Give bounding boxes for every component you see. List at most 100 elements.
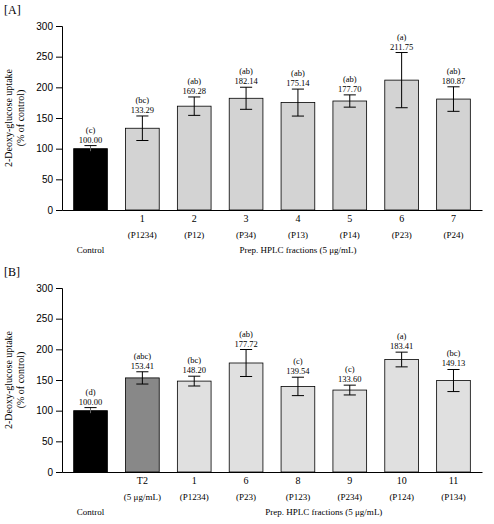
error-stem <box>90 408 91 414</box>
error-bar <box>136 372 148 384</box>
error-cap <box>447 86 459 87</box>
error-cap <box>292 89 304 90</box>
significance-label: (c) <box>345 364 355 374</box>
bar <box>177 381 211 472</box>
sublabel: (5 μg/mL) <box>124 492 161 502</box>
data-label: 177.70 <box>338 84 361 94</box>
tick-label: 8 <box>295 475 300 486</box>
sublabel: (P23) <box>392 230 412 240</box>
tick: 6 <box>244 472 249 486</box>
tick-label: T2 <box>137 475 148 486</box>
group-label: Prep. HPLC fractions (5 μg/mL) <box>265 507 382 517</box>
bar <box>74 149 108 210</box>
tick: 300 <box>36 21 62 32</box>
bar <box>126 128 160 210</box>
error-cap <box>240 376 252 377</box>
axis-line <box>56 27 63 211</box>
significance-label: (ab) <box>291 68 305 78</box>
group-label: Prep. HPLC fractions (5 μg/mL) <box>239 245 356 255</box>
tick-label: 6 <box>399 213 404 224</box>
tick-mark <box>56 380 62 381</box>
tick-mark <box>56 118 62 119</box>
tick-label: 150 <box>36 375 53 386</box>
group-label: Control <box>77 245 105 255</box>
error-bar <box>344 95 356 107</box>
group-label: Control <box>77 507 105 517</box>
tick-label: 5 <box>347 213 352 224</box>
tick-label: 2 <box>192 213 197 224</box>
error-stem <box>194 376 195 386</box>
significance-label: (ab) <box>343 74 357 84</box>
error-cap <box>447 369 459 370</box>
error-stem <box>297 377 298 395</box>
sublabel: (P14) <box>340 230 360 240</box>
tick-mark <box>56 349 62 350</box>
error-bar <box>240 350 252 377</box>
error-bar <box>447 369 459 391</box>
annotations: 100.00(d)153.41(abc)148.20(bc)177.72(ab)… <box>77 329 466 517</box>
tick-label: 1 <box>192 475 197 486</box>
error-cap <box>344 394 356 395</box>
tick-label: 200 <box>36 344 53 355</box>
significance-label: (abc) <box>134 351 152 361</box>
error-cap <box>447 391 459 392</box>
tick-label: 3 <box>244 213 249 224</box>
error-stem <box>142 372 143 384</box>
y-axis-title: 2-Deoxy-glucose uptake(% of control) <box>3 330 27 429</box>
bar <box>281 103 315 210</box>
tick-mark <box>56 319 62 320</box>
tick: 200 <box>36 344 62 355</box>
tick-label: 4 <box>295 213 300 224</box>
tick-label: 9 <box>347 475 352 486</box>
data-label: 211.75 <box>390 42 413 52</box>
significance-label: (a) <box>397 32 407 42</box>
tick: 8 <box>295 472 300 486</box>
tick-label: 0 <box>47 467 53 478</box>
tick: 5 <box>347 210 352 224</box>
error-cap <box>240 87 252 88</box>
error-stem <box>349 385 350 395</box>
error-cap <box>240 349 252 350</box>
error-cap <box>344 107 356 108</box>
error-cap <box>136 384 148 385</box>
error-cap <box>188 115 200 116</box>
sublabel: (P1234) <box>180 492 209 502</box>
error-bar <box>84 146 96 152</box>
tick: 50 <box>42 174 62 185</box>
error-bar <box>188 376 200 386</box>
significance-label: (c) <box>86 125 96 135</box>
tick: 4 <box>295 210 300 224</box>
panel: 050100150200250300T216891011100.00(d)153… <box>3 265 483 517</box>
tick: 9 <box>347 472 352 486</box>
error-cap <box>84 413 96 414</box>
tick: 100 <box>36 143 62 154</box>
bar <box>281 386 315 472</box>
marks <box>74 53 471 210</box>
tick: 10 <box>397 472 407 486</box>
tick: 1 <box>140 210 145 224</box>
error-cap <box>292 116 304 117</box>
significance-label: (bc) <box>187 355 201 365</box>
error-cap <box>84 151 96 152</box>
tick: 100 <box>36 405 62 416</box>
sublabel: (P13) <box>288 230 308 240</box>
error-cap <box>188 386 200 387</box>
significance-label: (ab) <box>447 66 461 76</box>
panel-title: [A] <box>4 3 21 17</box>
error-cap <box>396 366 408 367</box>
bar <box>385 360 419 472</box>
sublabel: (P134) <box>441 492 466 502</box>
error-bar <box>188 97 200 115</box>
tick-label: 300 <box>36 21 53 32</box>
tick-label: 11 <box>449 475 459 486</box>
error-stem <box>297 89 298 116</box>
tick-label: 200 <box>36 82 53 93</box>
data-label: 100.00 <box>79 397 102 407</box>
tick-label: 1 <box>140 213 145 224</box>
error-bar <box>240 87 252 109</box>
tick-label: 10 <box>397 475 407 486</box>
error-stem <box>194 97 195 115</box>
tick-label: 100 <box>36 405 53 416</box>
data-label: 182.14 <box>234 76 258 86</box>
error-stem <box>246 87 247 109</box>
